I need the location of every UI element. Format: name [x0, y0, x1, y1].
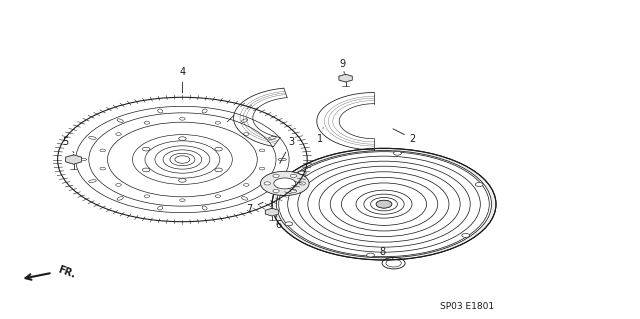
Circle shape	[144, 122, 150, 124]
Circle shape	[116, 133, 121, 136]
Circle shape	[462, 234, 470, 237]
Ellipse shape	[79, 158, 86, 161]
Circle shape	[215, 147, 222, 151]
Circle shape	[376, 200, 392, 208]
Circle shape	[264, 182, 271, 185]
Circle shape	[273, 189, 279, 193]
Ellipse shape	[89, 137, 96, 139]
Ellipse shape	[241, 119, 248, 122]
Circle shape	[179, 137, 186, 141]
Circle shape	[285, 222, 292, 226]
Text: FR.: FR.	[56, 264, 77, 279]
Circle shape	[259, 149, 265, 152]
Ellipse shape	[269, 180, 276, 182]
Ellipse shape	[278, 158, 286, 161]
Circle shape	[476, 182, 483, 187]
Circle shape	[244, 133, 249, 136]
Circle shape	[273, 174, 279, 177]
Circle shape	[180, 117, 185, 120]
Text: 9: 9	[339, 59, 346, 73]
Circle shape	[367, 253, 374, 257]
Text: 3: 3	[280, 137, 294, 163]
Polygon shape	[266, 208, 278, 216]
Text: 8: 8	[380, 247, 393, 258]
Circle shape	[272, 148, 496, 260]
Ellipse shape	[202, 206, 207, 210]
Circle shape	[100, 167, 106, 170]
Circle shape	[180, 199, 185, 202]
Circle shape	[274, 178, 296, 189]
Text: SP03 E1801: SP03 E1801	[440, 302, 494, 311]
Circle shape	[116, 183, 121, 186]
Ellipse shape	[117, 119, 124, 122]
Ellipse shape	[157, 109, 163, 113]
Text: 5: 5	[62, 137, 74, 152]
Circle shape	[100, 149, 106, 152]
Ellipse shape	[202, 109, 207, 113]
Circle shape	[215, 168, 222, 172]
Circle shape	[394, 151, 401, 155]
Text: 7: 7	[246, 202, 263, 214]
Text: 6: 6	[275, 215, 282, 230]
Circle shape	[276, 151, 492, 258]
Circle shape	[179, 178, 186, 182]
Circle shape	[260, 171, 309, 196]
Circle shape	[291, 189, 297, 193]
Ellipse shape	[269, 137, 276, 139]
Circle shape	[143, 147, 150, 151]
Circle shape	[291, 174, 297, 177]
Text: 1: 1	[317, 128, 323, 144]
Circle shape	[215, 122, 221, 124]
Circle shape	[215, 195, 221, 197]
Polygon shape	[339, 74, 352, 82]
Ellipse shape	[157, 206, 163, 210]
Ellipse shape	[241, 197, 248, 200]
Ellipse shape	[117, 197, 124, 200]
Text: 4: 4	[179, 67, 186, 93]
Text: 2: 2	[393, 129, 416, 144]
Circle shape	[298, 171, 306, 175]
Polygon shape	[66, 155, 81, 164]
Circle shape	[299, 182, 305, 185]
Ellipse shape	[89, 180, 96, 182]
Circle shape	[244, 183, 249, 186]
Circle shape	[259, 167, 265, 170]
Circle shape	[144, 195, 150, 197]
Circle shape	[143, 168, 150, 172]
